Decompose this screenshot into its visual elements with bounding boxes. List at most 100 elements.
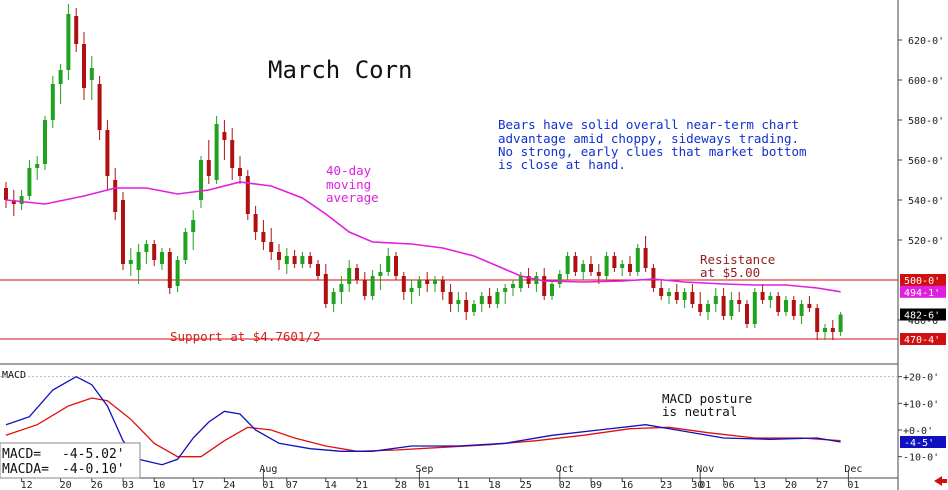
candle-body <box>565 256 570 274</box>
day-tick-label: 30 <box>691 480 703 490</box>
day-tick-label: 20 <box>785 480 797 490</box>
candle-body <box>339 284 344 292</box>
candle-body <box>604 256 609 276</box>
day-tick-label: 17 <box>192 480 204 490</box>
chart-frame <box>0 0 899 490</box>
candle-body <box>253 214 258 232</box>
candle-body <box>152 244 157 260</box>
candle-body <box>316 264 320 276</box>
moving-average-series <box>5 181 841 293</box>
price-tag-box <box>900 285 946 298</box>
candle-body <box>74 16 79 44</box>
candle-body <box>191 220 196 232</box>
candle-body <box>479 296 484 304</box>
day-tick-label: 28 <box>395 480 407 490</box>
candle-body <box>261 232 266 242</box>
candle-body <box>643 248 648 268</box>
candle-body <box>222 132 227 140</box>
candle-body <box>43 120 47 164</box>
month-tick-label: Oct <box>556 464 574 475</box>
candle-body <box>308 256 313 264</box>
candle-body <box>89 68 94 80</box>
scroll-left-arrow-icon[interactable] <box>934 476 947 486</box>
candle-body <box>659 288 664 296</box>
candle-body <box>784 300 788 312</box>
commentary-line-2: advantage amid choppy, sideways trading. <box>498 131 799 146</box>
day-tick-label: 07 <box>286 480 298 490</box>
candle-body <box>199 160 203 200</box>
candle-body <box>401 276 406 292</box>
candle-body <box>409 288 414 292</box>
candle-body <box>113 180 118 212</box>
candle-body <box>807 304 812 308</box>
candle-body <box>830 328 835 332</box>
candle-body <box>581 264 586 272</box>
macd-tag-box <box>900 436 946 448</box>
candle-body <box>347 268 352 284</box>
price-tick-label: 560-0' <box>908 156 944 167</box>
candle-body <box>799 304 804 316</box>
day-tick-label: 06 <box>723 480 735 490</box>
candle-body <box>19 196 24 204</box>
commentary-line-4: is close at hand. <box>498 157 626 172</box>
price-tick-label: 480-0' <box>908 316 944 327</box>
price-tick-label: 540-0' <box>908 196 944 207</box>
candle-body <box>651 268 656 288</box>
candle-body <box>355 268 359 280</box>
resistance-label-line-2: at $5.00 <box>700 265 760 280</box>
candle-body <box>557 274 562 284</box>
candle-body <box>167 252 172 288</box>
candle-body <box>791 300 796 316</box>
candle-body <box>206 160 211 176</box>
day-tick-label: 14 <box>325 480 337 490</box>
candle-body <box>682 292 687 300</box>
macd-tick-label: -10-0' <box>903 453 939 464</box>
resistance-label-line-1: Resistance <box>700 252 775 267</box>
candle-body <box>838 314 843 332</box>
macd-panel-label: MACD <box>2 370 26 381</box>
month-tick-label: Sep <box>415 464 433 475</box>
candle-body <box>277 252 281 260</box>
price-tick-label: 620-0' <box>908 36 944 47</box>
day-tick-label: 03 <box>122 480 134 490</box>
day-tick-label: 01 <box>847 480 859 490</box>
day-tick-label: 20 <box>60 480 72 490</box>
candle-body <box>386 256 391 272</box>
day-tick-label: 21 <box>356 480 368 490</box>
ma-label-line-3: average <box>326 190 379 205</box>
candle-body <box>635 248 640 272</box>
candle-body <box>183 232 188 260</box>
day-tick-label: 25 <box>520 480 532 490</box>
candle-body <box>495 292 500 304</box>
candle-body <box>487 296 492 304</box>
candle-body <box>378 272 383 276</box>
candle-body <box>4 188 8 200</box>
candle-body <box>362 280 367 296</box>
candle-body <box>440 280 445 292</box>
macd-series <box>5 375 841 466</box>
macd-comment-line-2: is neutral <box>662 404 737 419</box>
price-tick-label: 520-0' <box>908 236 944 247</box>
macd-tick-label: +0-0' <box>903 426 933 437</box>
candle-body <box>128 260 133 264</box>
day-tick-label: 10 <box>153 480 165 490</box>
candle-body <box>815 308 820 332</box>
macda-readout-value: -4-0.10' <box>62 462 125 477</box>
day-tick-label: 18 <box>489 480 501 490</box>
candle-body <box>511 284 515 288</box>
commentary-line-1: Bears have solid overall near-term chart <box>498 117 799 132</box>
candle-body <box>58 70 63 84</box>
day-tick-label: 01 <box>262 480 274 490</box>
candle-body <box>175 260 180 286</box>
day-tick-label: 09 <box>590 480 602 490</box>
candle-body <box>394 256 398 276</box>
candle-body <box>230 140 235 168</box>
candle-body <box>729 300 734 316</box>
month-tick-label: Aug <box>259 464 277 475</box>
macd-readout-value: -4-5.02' <box>62 447 125 462</box>
candle-body <box>573 256 578 272</box>
candle-body <box>542 276 547 296</box>
candle-body <box>214 124 219 180</box>
price-tick-label: 580-0' <box>908 116 944 127</box>
